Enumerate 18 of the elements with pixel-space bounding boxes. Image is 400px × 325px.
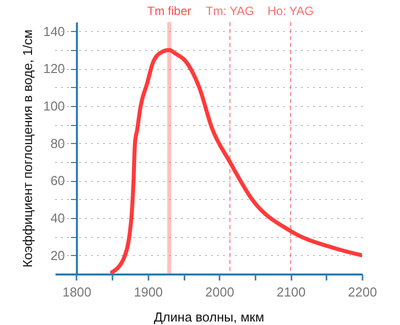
y-tick-label: 120: [43, 61, 65, 76]
x-axis-title: Длина волны, мкм: [154, 310, 264, 324]
y-tick-label: 20: [50, 248, 65, 263]
x-tick-label: 2200: [348, 284, 377, 300]
ref-line-label: Ho: YAG: [267, 4, 314, 18]
x-tick-label: 2000: [205, 284, 234, 300]
x-tick-label: 1900: [134, 284, 163, 300]
y-axis-title: Коэффициент поглощения в воде, 1/см: [20, 30, 36, 268]
x-tick-label: 1800: [62, 284, 92, 300]
ref-line-label: Tm: YAG: [206, 4, 254, 18]
y-tick-label: 60: [50, 173, 65, 188]
y-tick-label: 40: [50, 210, 65, 226]
line-series: [110, 48, 362, 274]
y-tick-label: 80: [50, 136, 65, 151]
y-tick-label: 100: [43, 98, 65, 114]
x-tick-label: 2100: [276, 284, 306, 300]
y-tick-label: 140: [43, 24, 65, 39]
ref-line-label: Tm fiber: [147, 4, 192, 18]
